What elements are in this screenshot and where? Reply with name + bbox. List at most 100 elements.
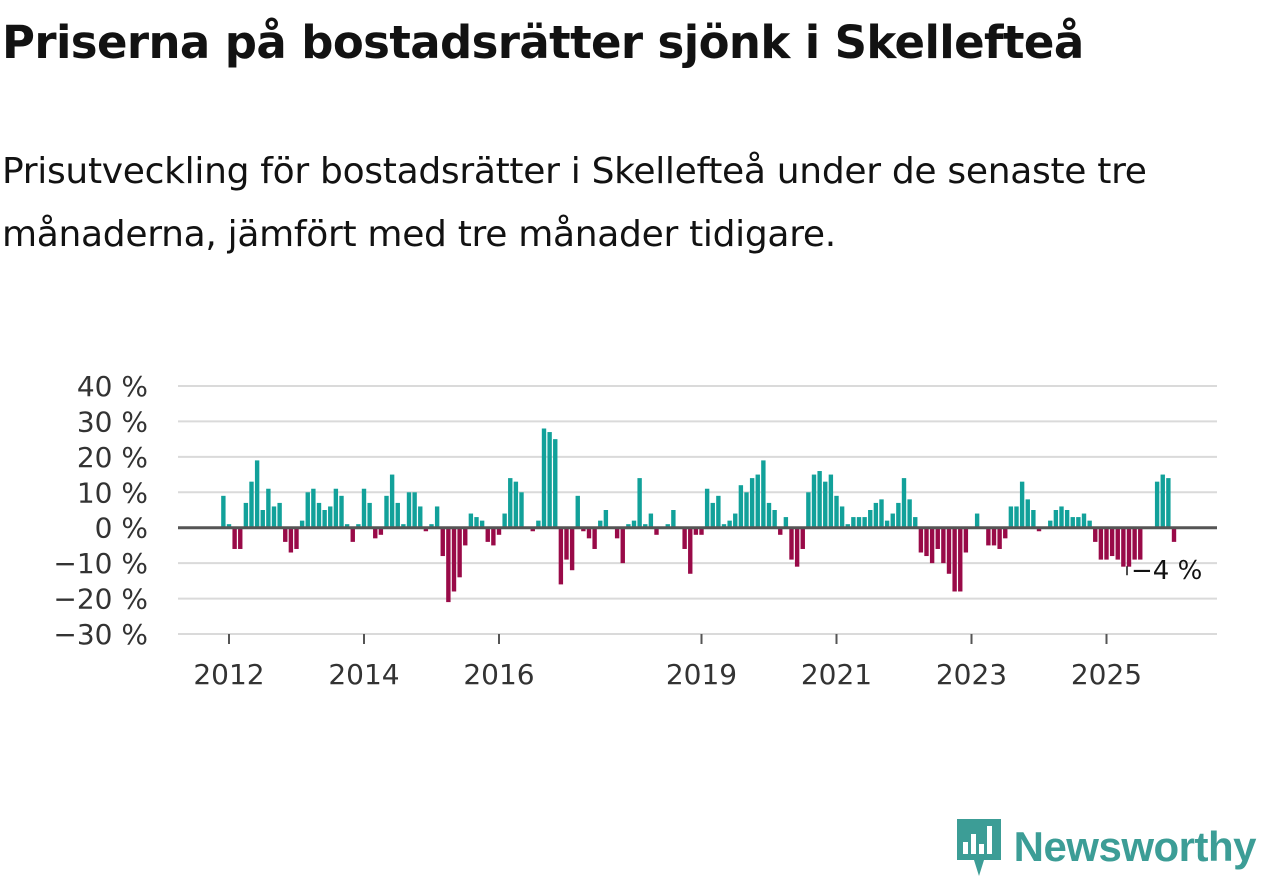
bar <box>958 527 963 592</box>
bar <box>502 513 507 528</box>
bar <box>710 502 715 528</box>
bar <box>1019 481 1025 528</box>
bar <box>1154 481 1160 528</box>
bar <box>1098 527 1104 560</box>
bar <box>1171 527 1177 542</box>
bar <box>401 524 406 528</box>
bar <box>868 510 873 528</box>
bar <box>766 502 772 528</box>
bar <box>468 513 474 528</box>
bar <box>266 488 271 528</box>
bar <box>1138 527 1143 560</box>
bar <box>221 495 226 528</box>
bar <box>378 527 384 535</box>
bar <box>1048 520 1053 528</box>
bar <box>738 485 744 528</box>
bar <box>862 517 867 528</box>
bar <box>1115 527 1120 560</box>
bar <box>884 520 890 528</box>
bar <box>986 527 991 546</box>
x-tick-label: 2025 <box>1071 658 1142 691</box>
bar <box>800 527 805 549</box>
y-tick-label: 20 % <box>77 441 148 474</box>
last-value-annotation: −4 % <box>1126 556 1202 586</box>
x-tick-label: 2021 <box>801 658 872 691</box>
bar <box>1070 517 1075 528</box>
bar <box>845 524 850 528</box>
bar <box>530 527 535 532</box>
bar <box>249 481 254 528</box>
bar <box>834 495 839 528</box>
bar <box>350 527 355 542</box>
bar <box>254 460 260 528</box>
bar <box>699 527 704 535</box>
bar <box>1053 510 1059 528</box>
x-tick-label: 2012 <box>193 658 264 691</box>
bar <box>406 492 412 528</box>
bar <box>333 488 339 528</box>
y-tick-label: −20 % <box>53 583 148 616</box>
x-tick-label: 2023 <box>936 658 1007 691</box>
bar <box>418 506 423 528</box>
y-tick-label: −30 % <box>53 618 148 651</box>
bar <box>491 527 496 546</box>
bar <box>924 527 929 557</box>
bar <box>361 488 367 528</box>
bar <box>299 520 305 528</box>
bar <box>929 527 935 564</box>
chart-subtitle: Prisutveckling för bostadsrätter i Skell… <box>2 151 1147 255</box>
bar <box>395 502 400 528</box>
bar <box>305 492 310 528</box>
bar <box>575 495 580 528</box>
bar <box>384 495 389 528</box>
bar <box>1109 527 1115 557</box>
bar <box>727 520 732 528</box>
bar <box>941 527 946 564</box>
bar <box>423 527 429 532</box>
bar-series <box>178 428 1217 603</box>
bar <box>288 527 294 553</box>
bar <box>755 474 760 528</box>
x-tick-label: 2014 <box>328 658 399 691</box>
bar <box>614 527 620 539</box>
bar <box>294 527 299 549</box>
bar <box>536 520 541 528</box>
bar <box>749 478 755 528</box>
bar <box>879 499 884 528</box>
bar <box>817 471 822 528</box>
bar <box>586 527 592 539</box>
bar <box>496 527 502 535</box>
bar <box>1014 506 1019 528</box>
bar <box>671 510 676 528</box>
annotation-label: −4 % <box>1131 556 1202 586</box>
bar <box>682 527 687 549</box>
y-tick-label: 30 % <box>77 405 148 438</box>
x-axis: 2012 2014 2016 2019 2021 2023 2025 <box>193 634 1142 691</box>
bar <box>1076 517 1081 528</box>
y-tick-label: 0 % <box>95 512 148 545</box>
bar <box>446 527 451 603</box>
bar <box>311 488 316 528</box>
bar <box>1104 527 1109 560</box>
bar <box>789 527 794 560</box>
bar <box>474 517 479 528</box>
bar <box>569 527 575 571</box>
bar <box>316 502 322 528</box>
brand-logo: Newsworthy <box>954 816 1257 878</box>
bar <box>704 488 710 528</box>
bar <box>479 520 485 528</box>
bar <box>974 513 980 528</box>
bar <box>356 524 361 528</box>
bar <box>508 478 513 528</box>
bar <box>997 527 1002 549</box>
bar <box>626 524 631 528</box>
bar <box>665 524 670 528</box>
bar <box>367 502 372 528</box>
bar <box>1160 474 1165 528</box>
bar <box>1008 506 1014 528</box>
y-tick-label: 10 % <box>77 476 148 509</box>
bar <box>457 527 462 578</box>
bar <box>541 428 547 528</box>
bar <box>373 527 378 539</box>
bar <box>243 502 249 528</box>
